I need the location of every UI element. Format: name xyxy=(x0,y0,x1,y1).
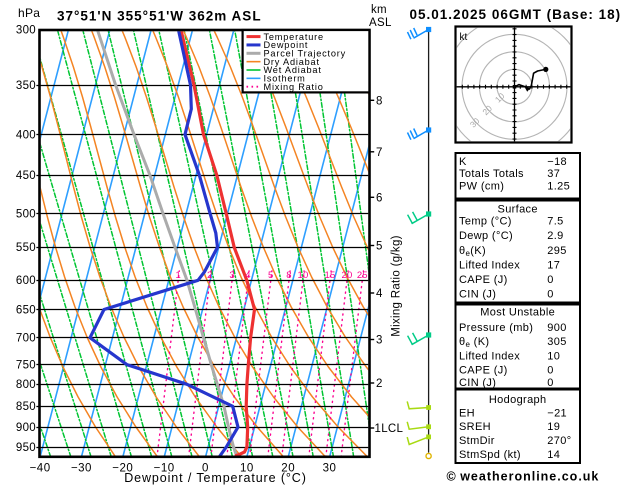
svg-text:305: 305 xyxy=(547,336,566,348)
svg-text:Surface: Surface xyxy=(498,204,538,216)
svg-text:kt: kt xyxy=(460,32,468,43)
svg-text:−21: −21 xyxy=(547,408,567,420)
svg-text:5: 5 xyxy=(376,241,383,253)
svg-text:Temperature: Temperature xyxy=(264,32,324,42)
svg-text:−40: −40 xyxy=(30,463,51,475)
svg-text:10: 10 xyxy=(240,463,254,475)
svg-text:2: 2 xyxy=(207,270,212,281)
svg-text:Mixing Ratio: Mixing Ratio xyxy=(264,82,324,92)
svg-text:Dewpoint / Temperature (°C): Dewpoint / Temperature (°C) xyxy=(124,471,307,485)
svg-text:300: 300 xyxy=(16,25,36,37)
svg-text:350: 350 xyxy=(16,80,36,92)
svg-text:1LCL: 1LCL xyxy=(375,423,404,435)
svg-text:CIN (J): CIN (J) xyxy=(459,377,496,389)
svg-text:0: 0 xyxy=(547,288,553,300)
svg-text:15: 15 xyxy=(325,270,336,281)
svg-text:400: 400 xyxy=(16,129,36,141)
svg-text:StmDir: StmDir xyxy=(459,435,495,447)
svg-text:Dewp (°C): Dewp (°C) xyxy=(459,230,513,242)
svg-text:0: 0 xyxy=(547,365,553,377)
svg-text:550: 550 xyxy=(16,242,36,254)
svg-text:Lifted Index: Lifted Index xyxy=(459,259,520,271)
svg-text:CAPE (J): CAPE (J) xyxy=(459,274,508,286)
svg-text:CIN (J): CIN (J) xyxy=(459,288,496,300)
svg-text:4: 4 xyxy=(376,288,383,300)
svg-text:20: 20 xyxy=(281,463,295,475)
svg-text:θe(K): θe(K) xyxy=(459,245,486,258)
svg-text:Isotherm: Isotherm xyxy=(264,74,306,84)
svg-text:295: 295 xyxy=(547,245,566,257)
svg-text:Pressure (mb): Pressure (mb) xyxy=(459,322,533,334)
svg-text:ASL: ASL xyxy=(369,17,392,29)
svg-text:−18: −18 xyxy=(547,156,567,168)
svg-text:−10: −10 xyxy=(154,463,175,475)
svg-text:800: 800 xyxy=(16,379,36,391)
svg-text:Mixing Ratio (g/kg): Mixing Ratio (g/kg) xyxy=(391,235,403,337)
svg-text:900: 900 xyxy=(16,422,36,434)
svg-text:Lifted Index: Lifted Index xyxy=(459,351,520,363)
svg-text:CAPE (J): CAPE (J) xyxy=(459,365,508,377)
svg-text:17: 17 xyxy=(547,259,560,271)
svg-text:0: 0 xyxy=(202,463,209,475)
svg-text:270°: 270° xyxy=(547,435,571,447)
svg-text:450: 450 xyxy=(16,170,36,182)
svg-text:Wet Adiabat: Wet Adiabat xyxy=(264,65,322,75)
svg-text:5: 5 xyxy=(268,270,273,281)
svg-text:7.5: 7.5 xyxy=(547,216,563,228)
svg-text:SREH: SREH xyxy=(459,421,491,433)
svg-text:θe (K): θe (K) xyxy=(459,336,489,349)
svg-text:8: 8 xyxy=(376,96,383,108)
svg-text:Dry Adiabat: Dry Adiabat xyxy=(264,57,320,67)
svg-text:600: 600 xyxy=(16,275,36,287)
svg-text:0: 0 xyxy=(547,274,553,286)
svg-text:EH: EH xyxy=(459,408,475,420)
svg-text:37°51'N 355°51'W 362m ASL: 37°51'N 355°51'W 362m ASL xyxy=(57,8,262,23)
svg-text:20: 20 xyxy=(342,270,353,281)
svg-text:0: 0 xyxy=(547,377,553,389)
svg-text:3: 3 xyxy=(229,270,234,281)
svg-text:750: 750 xyxy=(16,360,36,372)
svg-text:900: 900 xyxy=(547,322,566,334)
svg-text:Dewpoint: Dewpoint xyxy=(264,40,309,50)
svg-text:14: 14 xyxy=(547,449,560,461)
svg-text:2.9: 2.9 xyxy=(547,230,563,242)
svg-text:Temp (°C): Temp (°C) xyxy=(459,216,512,228)
svg-text:37: 37 xyxy=(547,168,560,180)
svg-text:500: 500 xyxy=(16,208,36,220)
svg-text:km: km xyxy=(371,4,387,16)
svg-text:Totals Totals: Totals Totals xyxy=(459,168,524,180)
svg-text:1.25: 1.25 xyxy=(547,180,570,192)
svg-text:650: 650 xyxy=(16,304,36,316)
svg-text:6: 6 xyxy=(376,193,383,205)
svg-text:1: 1 xyxy=(175,270,180,281)
svg-text:−20: −20 xyxy=(112,463,133,475)
svg-text:30: 30 xyxy=(323,463,337,475)
svg-text:8: 8 xyxy=(286,270,291,281)
svg-text:© weatheronline.co.uk: © weatheronline.co.uk xyxy=(447,470,600,484)
svg-text:PW (cm): PW (cm) xyxy=(459,180,504,192)
svg-text:hPa: hPa xyxy=(18,6,40,20)
svg-text:4: 4 xyxy=(245,270,250,281)
svg-text:−30: −30 xyxy=(71,463,92,475)
svg-text:7: 7 xyxy=(376,147,383,159)
svg-text:3: 3 xyxy=(376,335,383,347)
svg-text:700: 700 xyxy=(16,333,36,345)
svg-text:K: K xyxy=(459,156,467,168)
svg-text:Hodograph: Hodograph xyxy=(489,394,547,406)
svg-text:2: 2 xyxy=(376,378,383,390)
svg-text:StmSpd (kt): StmSpd (kt) xyxy=(459,449,521,461)
svg-text:19: 19 xyxy=(547,421,560,433)
svg-text:10: 10 xyxy=(298,270,309,281)
svg-text:Parcel Trajectory: Parcel Trajectory xyxy=(264,49,347,59)
svg-text:850: 850 xyxy=(16,401,36,413)
svg-text:05.01.2025 06GMT (Base: 18): 05.01.2025 06GMT (Base: 18) xyxy=(410,7,622,22)
svg-text:950: 950 xyxy=(16,442,36,454)
svg-text:10: 10 xyxy=(547,351,560,363)
svg-text:25: 25 xyxy=(357,270,368,281)
svg-text:Most Unstable: Most Unstable xyxy=(480,307,555,319)
